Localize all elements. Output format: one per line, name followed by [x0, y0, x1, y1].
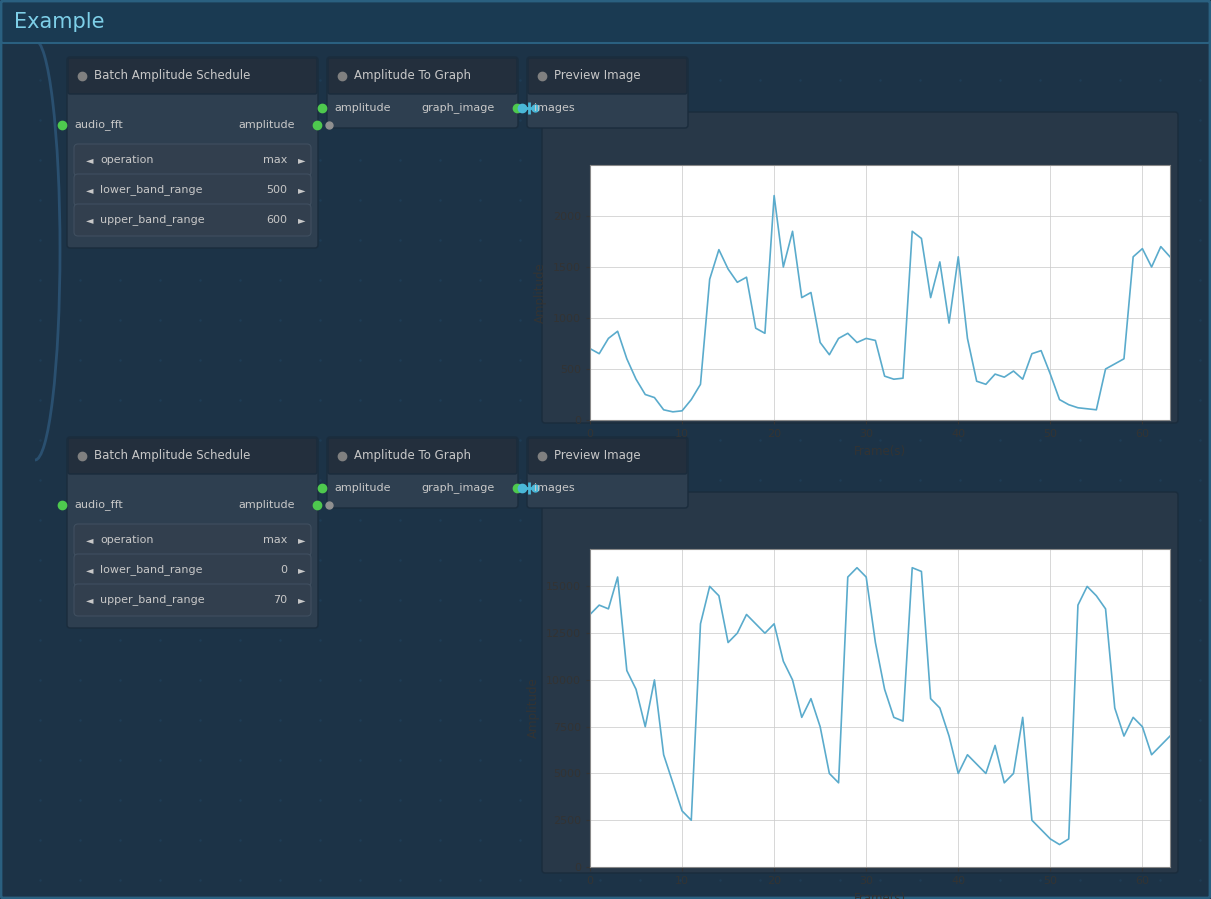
Text: ◄: ◄ — [86, 595, 93, 605]
Text: graph_image: graph_image — [421, 102, 495, 113]
Text: upper_band_range: upper_band_range — [101, 215, 205, 226]
FancyBboxPatch shape — [327, 437, 518, 508]
FancyBboxPatch shape — [527, 437, 688, 508]
Text: audio_fft: audio_fft — [74, 120, 122, 130]
FancyBboxPatch shape — [74, 204, 311, 236]
Text: Preview Image: Preview Image — [553, 450, 641, 462]
Y-axis label: Amplitude: Amplitude — [527, 678, 540, 738]
Y-axis label: Amplitude: Amplitude — [534, 263, 547, 323]
Text: ◄: ◄ — [86, 215, 93, 225]
Text: ◄: ◄ — [86, 535, 93, 545]
Text: 500: 500 — [266, 185, 287, 195]
FancyBboxPatch shape — [543, 112, 1178, 423]
Text: upper_band_range: upper_band_range — [101, 594, 205, 605]
FancyBboxPatch shape — [68, 438, 317, 474]
FancyBboxPatch shape — [68, 58, 317, 94]
Text: 0: 0 — [280, 565, 287, 575]
Text: amplitude: amplitude — [239, 120, 295, 130]
Text: ►: ► — [298, 155, 305, 165]
FancyBboxPatch shape — [328, 438, 517, 474]
FancyBboxPatch shape — [67, 437, 318, 628]
FancyBboxPatch shape — [74, 144, 311, 176]
Text: ►: ► — [298, 595, 305, 605]
Text: lower_band_range: lower_band_range — [101, 184, 202, 195]
Text: amplitude: amplitude — [239, 500, 295, 510]
Text: Amplitude To Graph: Amplitude To Graph — [354, 69, 471, 83]
Text: ◄: ◄ — [86, 155, 93, 165]
Text: ►: ► — [298, 535, 305, 545]
X-axis label: Frame(s): Frame(s) — [854, 892, 906, 899]
Text: max: max — [263, 535, 287, 545]
FancyBboxPatch shape — [74, 174, 311, 206]
FancyBboxPatch shape — [328, 58, 517, 94]
FancyBboxPatch shape — [543, 492, 1178, 873]
Text: graph_image: graph_image — [421, 483, 495, 494]
Text: Amplitude To Graph: Amplitude To Graph — [354, 450, 471, 462]
FancyBboxPatch shape — [67, 57, 318, 248]
Text: 600: 600 — [266, 215, 287, 225]
FancyBboxPatch shape — [74, 584, 311, 616]
FancyBboxPatch shape — [74, 554, 311, 586]
Text: ►: ► — [298, 185, 305, 195]
Text: lower_band_range: lower_band_range — [101, 565, 202, 575]
Text: amplitude: amplitude — [334, 483, 390, 493]
Text: images: images — [534, 483, 575, 493]
FancyBboxPatch shape — [74, 524, 311, 556]
Text: 70: 70 — [272, 595, 287, 605]
FancyBboxPatch shape — [527, 57, 688, 128]
Text: operation: operation — [101, 535, 154, 545]
X-axis label: Frame(s): Frame(s) — [854, 445, 906, 458]
Text: max: max — [263, 155, 287, 165]
Text: ◄: ◄ — [86, 185, 93, 195]
Text: amplitude: amplitude — [334, 103, 390, 113]
FancyBboxPatch shape — [1, 1, 1210, 43]
Text: Batch Amplitude Schedule: Batch Amplitude Schedule — [94, 69, 251, 83]
Text: Batch Amplitude Schedule: Batch Amplitude Schedule — [94, 450, 251, 462]
Text: ►: ► — [298, 565, 305, 575]
Text: ►: ► — [298, 215, 305, 225]
FancyBboxPatch shape — [528, 438, 687, 474]
FancyBboxPatch shape — [528, 58, 687, 94]
Text: operation: operation — [101, 155, 154, 165]
Text: Preview Image: Preview Image — [553, 69, 641, 83]
Text: ◄: ◄ — [86, 565, 93, 575]
Text: audio_fft: audio_fft — [74, 500, 122, 511]
FancyBboxPatch shape — [327, 57, 518, 128]
Text: Example: Example — [15, 12, 104, 32]
Text: images: images — [534, 103, 575, 113]
